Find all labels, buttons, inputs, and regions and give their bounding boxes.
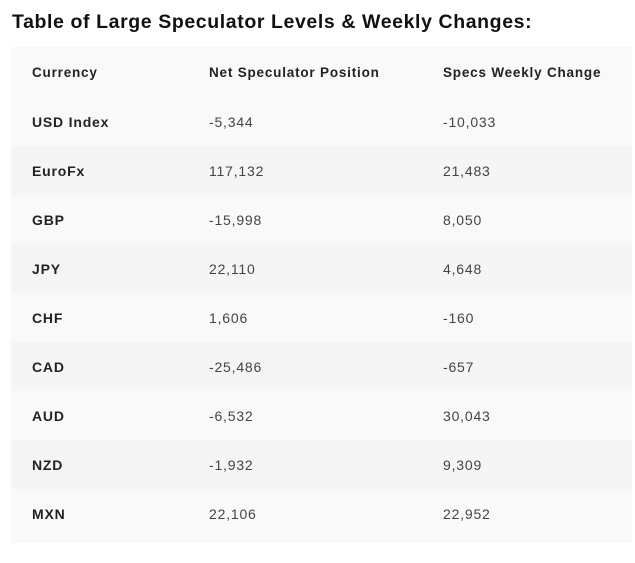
weekly-change-cell: 22,952	[443, 505, 491, 522]
column-header-net-position: Net Speculator Position	[209, 64, 380, 80]
net-position-cell: 1,606	[209, 309, 249, 326]
table-header: Currency Net Speculator Position Specs W…	[11, 47, 632, 97]
column-header-weekly-change: Specs Weekly Change	[443, 64, 602, 80]
currency-cell: CHF	[32, 309, 64, 326]
net-position-cell: 117,132	[209, 162, 265, 179]
currency-cell: MXN	[32, 505, 66, 522]
weekly-change-cell: -657	[443, 358, 475, 375]
net-position-cell: -1,932	[209, 456, 254, 473]
net-position-cell: 22,110	[209, 260, 256, 277]
currency-cell: NZD	[32, 456, 64, 473]
table-row: CHF 1,606 -160	[11, 293, 632, 342]
table-row: GBP -15,998 8,050	[11, 195, 632, 244]
net-position-cell: 22,106	[209, 505, 257, 522]
weekly-change-cell: 21,483	[443, 162, 491, 179]
table-row: AUD -6,532 30,043	[11, 391, 632, 440]
table-row: CAD -25,486 -657	[11, 342, 632, 391]
speculator-table-container: Currency Net Speculator Position Specs W…	[11, 47, 632, 543]
net-position-cell: -15,998	[209, 211, 263, 228]
table-row: NZD -1,932 9,309	[11, 440, 632, 489]
weekly-change-cell: 8,050	[443, 211, 483, 228]
weekly-change-cell: 30,043	[443, 407, 491, 424]
table-header-row: Currency Net Speculator Position Specs W…	[11, 47, 632, 97]
currency-cell: USD Index	[32, 113, 110, 130]
currency-cell: JPY	[32, 260, 61, 277]
currency-cell: AUD	[32, 407, 65, 424]
currency-cell: GBP	[32, 211, 65, 228]
weekly-change-cell: -10,033	[443, 113, 497, 130]
weekly-change-cell: 9,309	[443, 456, 483, 473]
page-title: Table of Large Speculator Levels & Weekl…	[12, 11, 533, 33]
weekly-change-cell: 4,648	[443, 260, 483, 277]
table-body: USD Index -5,344 -10,033 EuroFx 117,132 …	[11, 97, 632, 538]
currency-cell: EuroFx	[32, 162, 86, 179]
speculator-table: Currency Net Speculator Position Specs W…	[11, 47, 632, 538]
table-row: EuroFx 117,132 21,483	[11, 146, 632, 195]
currency-cell: CAD	[32, 358, 65, 375]
column-header-currency: Currency	[32, 64, 98, 80]
table-row: USD Index -5,344 -10,033	[11, 97, 632, 146]
weekly-change-cell: -160	[443, 309, 475, 326]
table-row: MXN 22,106 22,952	[11, 489, 632, 538]
net-position-cell: -5,344	[209, 113, 254, 130]
net-position-cell: -6,532	[209, 407, 254, 424]
net-position-cell: -25,486	[209, 358, 263, 375]
table-row: JPY 22,110 4,648	[11, 244, 632, 293]
